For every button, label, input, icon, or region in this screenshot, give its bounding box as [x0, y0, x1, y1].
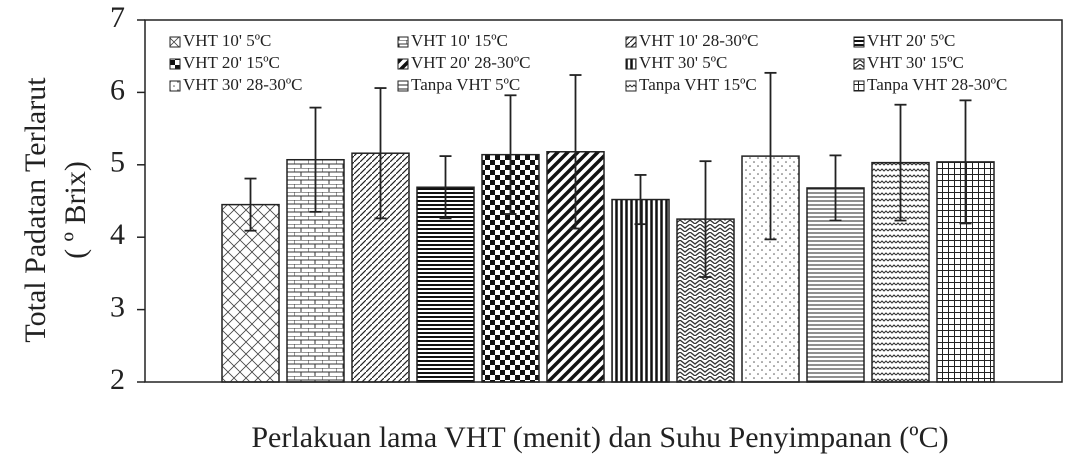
- legend-swatch: [169, 58, 181, 70]
- legend-label: Tanpa VHT 28-30ºC: [867, 75, 1007, 94]
- y-tick-label: 3: [110, 290, 125, 323]
- legend-swatch: [397, 80, 409, 92]
- bar: [416, 186, 475, 383]
- legend-swatch: [625, 36, 637, 48]
- legend-swatch: [169, 80, 181, 92]
- legend-label: VHT 10' 5ºC: [183, 31, 271, 50]
- legend-swatch: [625, 58, 637, 70]
- legend-swatch: [397, 58, 409, 70]
- y-tick-label: 5: [110, 146, 125, 179]
- bar: [611, 198, 670, 383]
- legend-label: Tanpa VHT 15ºC: [639, 75, 757, 94]
- legend-label: VHT 30' 15ºC: [867, 53, 964, 72]
- y-axis-label: ( º Brix): [59, 161, 92, 259]
- legend-swatch: [625, 80, 637, 92]
- legend-label: VHT 20' 28-30ºC: [411, 53, 530, 72]
- y-tick-label: 4: [110, 218, 125, 251]
- y-tick-label: 6: [110, 73, 125, 106]
- legend-label: VHT 10' 15ºC: [411, 31, 508, 50]
- legend-swatch: [169, 36, 181, 48]
- legend-swatch: [853, 36, 865, 48]
- legend-label: VHT 10' 28-30ºC: [639, 31, 758, 50]
- legend-swatch: [853, 58, 865, 70]
- legend-label: VHT 20' 15ºC: [183, 53, 280, 72]
- x-axis-label: Perlakuan lama VHT (menit) dan Suhu Peny…: [251, 421, 948, 454]
- y-tick-label: 2: [110, 363, 125, 396]
- y-tick-label: 7: [110, 1, 125, 34]
- legend-swatch: [853, 80, 865, 92]
- legend-swatch: [397, 36, 409, 48]
- y-axis-label: Total Padatan Terlarut: [19, 77, 52, 343]
- legend-label: VHT 20' 5ºC: [867, 31, 955, 50]
- legend-label: VHT 30' 5ºC: [639, 53, 727, 72]
- legend-label: Tanpa VHT 5ºC: [411, 75, 520, 94]
- legend-label: VHT 30' 28-30ºC: [183, 75, 302, 94]
